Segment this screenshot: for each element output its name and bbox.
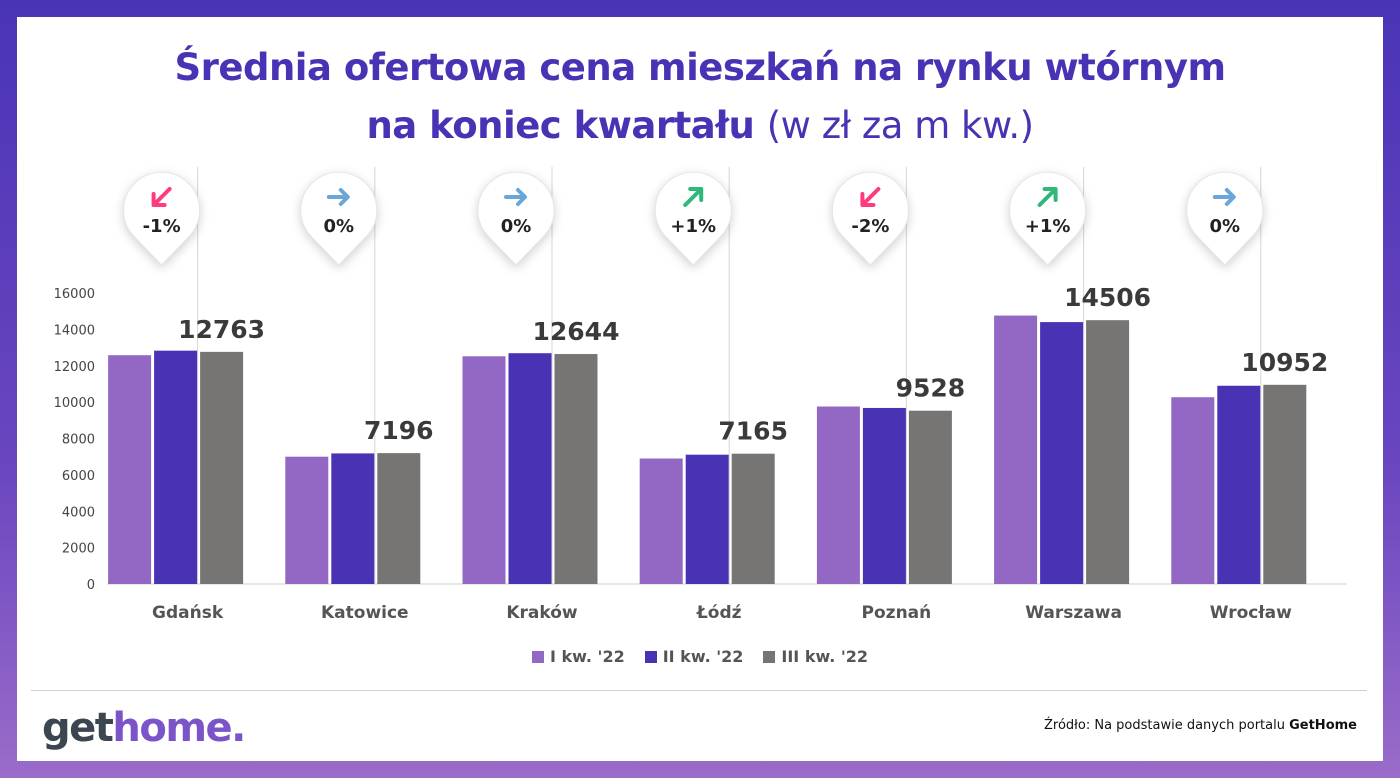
category-label: Wrocław — [1210, 603, 1292, 623]
arrow-right-icon — [504, 188, 527, 206]
bar — [908, 410, 952, 584]
footer-divider — [31, 690, 1367, 691]
bar — [994, 315, 1038, 584]
bar — [331, 453, 375, 584]
y-tick-label: 2000 — [62, 542, 95, 557]
source-note: Źródło: Na podstawie danych portalu GetH… — [1044, 718, 1357, 733]
legend-item-q3: III kw. '22 — [763, 647, 868, 666]
data-label: 10952 — [1241, 348, 1328, 377]
legend-item-q2: II kw. '22 — [644, 647, 744, 666]
arrow-up-icon — [1037, 187, 1058, 207]
chart-title: Średnia ofertowa cena mieszkań na rynku … — [17, 39, 1383, 155]
title-bold-part: na koniec kwartału — [366, 104, 755, 147]
bar — [108, 355, 152, 584]
change-bubble — [831, 171, 909, 266]
data-label: 12763 — [178, 315, 265, 344]
data-label: 9528 — [896, 374, 966, 403]
title-line-1: Średnia ofertowa cena mieszkań na rynku … — [174, 46, 1226, 89]
data-label: 7196 — [364, 416, 434, 445]
legend-label-q3: III kw. '22 — [781, 647, 869, 666]
bar — [377, 453, 421, 584]
legend-swatch-q1 — [531, 650, 544, 663]
bar — [554, 354, 598, 584]
y-tick-label: 12000 — [54, 360, 95, 375]
change-bubble — [300, 171, 378, 266]
change-label: 0% — [324, 216, 355, 237]
bar — [731, 453, 775, 584]
logo-home: home. — [112, 705, 246, 751]
category-label: Łódź — [696, 603, 742, 623]
bar — [685, 454, 729, 584]
change-label: -1% — [143, 216, 181, 237]
title-unit: (w zł za m kw.) — [766, 104, 1034, 147]
arrow-down-icon — [860, 187, 881, 207]
change-label: 0% — [1210, 216, 1241, 237]
y-tick-label: 14000 — [54, 323, 95, 338]
change-label: +1% — [1025, 216, 1071, 237]
bar — [639, 458, 683, 584]
arrow-down-icon — [151, 187, 172, 207]
change-label: 0% — [501, 216, 532, 237]
bar — [1040, 322, 1084, 584]
bar — [862, 407, 906, 584]
bar — [1217, 385, 1261, 584]
y-tick-label: 8000 — [62, 433, 95, 448]
category-label: Poznań — [862, 603, 932, 623]
data-label: 14506 — [1064, 283, 1151, 312]
legend-item-q1: I kw. '22 — [531, 647, 625, 666]
change-bubble — [1186, 171, 1264, 266]
y-tick-label: 16000 — [54, 287, 95, 302]
source-prefix: Źródło: Na podstawie danych portalu — [1044, 718, 1290, 733]
arrow-right-icon — [326, 188, 350, 206]
chart-card: Średnia ofertowa cena mieszkań na rynku … — [17, 17, 1383, 761]
bar — [1263, 384, 1307, 584]
y-tick-label: 10000 — [54, 396, 95, 411]
change-bubble — [477, 171, 555, 266]
data-label: 12644 — [533, 317, 620, 346]
category-label: Warszawa — [1025, 603, 1122, 623]
bar — [285, 456, 329, 584]
arrow-right-icon — [1212, 188, 1236, 206]
bar — [200, 351, 244, 584]
category-label: Gdańsk — [152, 603, 224, 623]
bar-chart: 0 2000 4000 6000 8000 10000 12000 14000 16000 127… — [54, 167, 1347, 623]
bar — [1086, 320, 1130, 584]
change-bubble — [123, 171, 201, 266]
y-tick-label: 4000 — [62, 505, 95, 520]
y-tick-label: 0 — [87, 578, 95, 593]
legend-label-q1: I kw. '22 — [549, 647, 625, 666]
legend-swatch-q2 — [644, 650, 657, 663]
bar — [154, 350, 198, 584]
data-label: 7165 — [718, 417, 788, 446]
legend: I kw. '22 II kw. '22 III kw. '22 — [17, 647, 1383, 666]
category-label: Kraków — [506, 603, 578, 623]
change-bubble — [654, 171, 732, 266]
bar — [508, 353, 552, 584]
legend-swatch-q3 — [763, 650, 776, 663]
change-bubble — [1009, 171, 1087, 266]
change-label: +1% — [670, 216, 716, 237]
category-label: Katowice — [321, 603, 409, 623]
logo-get: get — [42, 705, 114, 751]
bar — [1171, 397, 1215, 584]
legend-label-q2: II kw. '22 — [662, 647, 744, 666]
arrow-up-icon — [683, 187, 704, 207]
y-tick-label: 6000 — [62, 469, 95, 484]
title-line-2: na koniec kwartału (w zł za m kw.) — [17, 97, 1383, 155]
bar — [816, 406, 860, 584]
gethome-logo: gethome. — [42, 705, 246, 751]
bar — [462, 356, 506, 584]
change-label: -2% — [851, 216, 889, 237]
source-brand: GetHome — [1289, 718, 1357, 733]
